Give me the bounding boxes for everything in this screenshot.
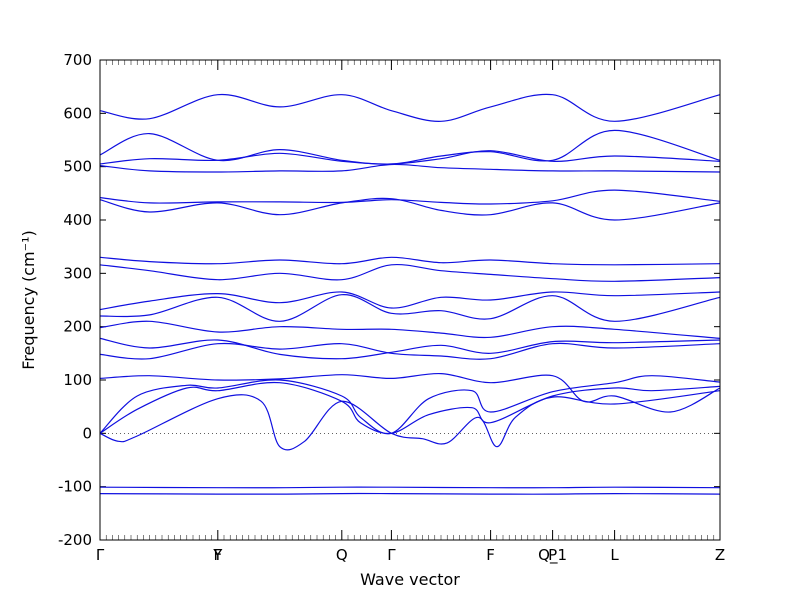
x-tick-label: P xyxy=(548,546,557,564)
band-line-7 xyxy=(99,337,721,360)
x-tick-label: Z xyxy=(715,546,725,564)
band-line-14 xyxy=(99,189,721,205)
band-line-17 xyxy=(99,129,721,165)
band-lines xyxy=(99,93,721,495)
x-tick-label: Q xyxy=(336,546,348,564)
band-line-11 xyxy=(99,263,721,282)
axis-ticks xyxy=(99,59,721,541)
x-tick-label: Y xyxy=(212,546,223,564)
band-line-1 xyxy=(99,486,721,489)
x-tick-label: Γ xyxy=(96,546,105,564)
band-line-18 xyxy=(99,93,721,122)
x-tick-label: Γ xyxy=(387,546,396,564)
x-tick-label: L xyxy=(610,546,619,564)
band-line-5 xyxy=(99,372,721,413)
y-axis-label: Frequency (cm⁻¹) xyxy=(19,230,38,369)
x-axis-label: Wave vector xyxy=(360,570,460,589)
band-line-9 xyxy=(99,294,721,322)
y-tick-label: 500 xyxy=(63,158,92,176)
band-line-0 xyxy=(99,492,721,495)
band-line-4 xyxy=(99,390,721,451)
y-tick-label: -200 xyxy=(58,531,92,549)
y-tick-label: 0 xyxy=(82,424,92,442)
band-line-13 xyxy=(99,197,721,221)
plot-frame xyxy=(99,59,721,541)
y-tick-label: 700 xyxy=(63,51,92,69)
band-line-6 xyxy=(99,342,721,360)
y-tick-label: 400 xyxy=(63,211,92,229)
y-tick-label: 100 xyxy=(63,371,92,389)
x-tick-label: F xyxy=(213,546,222,564)
x-tick-label: F xyxy=(486,546,495,564)
x-tick-label: Q_1 xyxy=(538,546,567,565)
y-tick-label: -100 xyxy=(58,478,92,496)
y-tick-label: 300 xyxy=(63,264,92,282)
y-tick-label: 600 xyxy=(63,104,92,122)
band-line-12 xyxy=(99,256,721,266)
band-line-8 xyxy=(99,320,721,339)
y-tick-label: 200 xyxy=(63,318,92,336)
band-line-10 xyxy=(99,291,721,311)
